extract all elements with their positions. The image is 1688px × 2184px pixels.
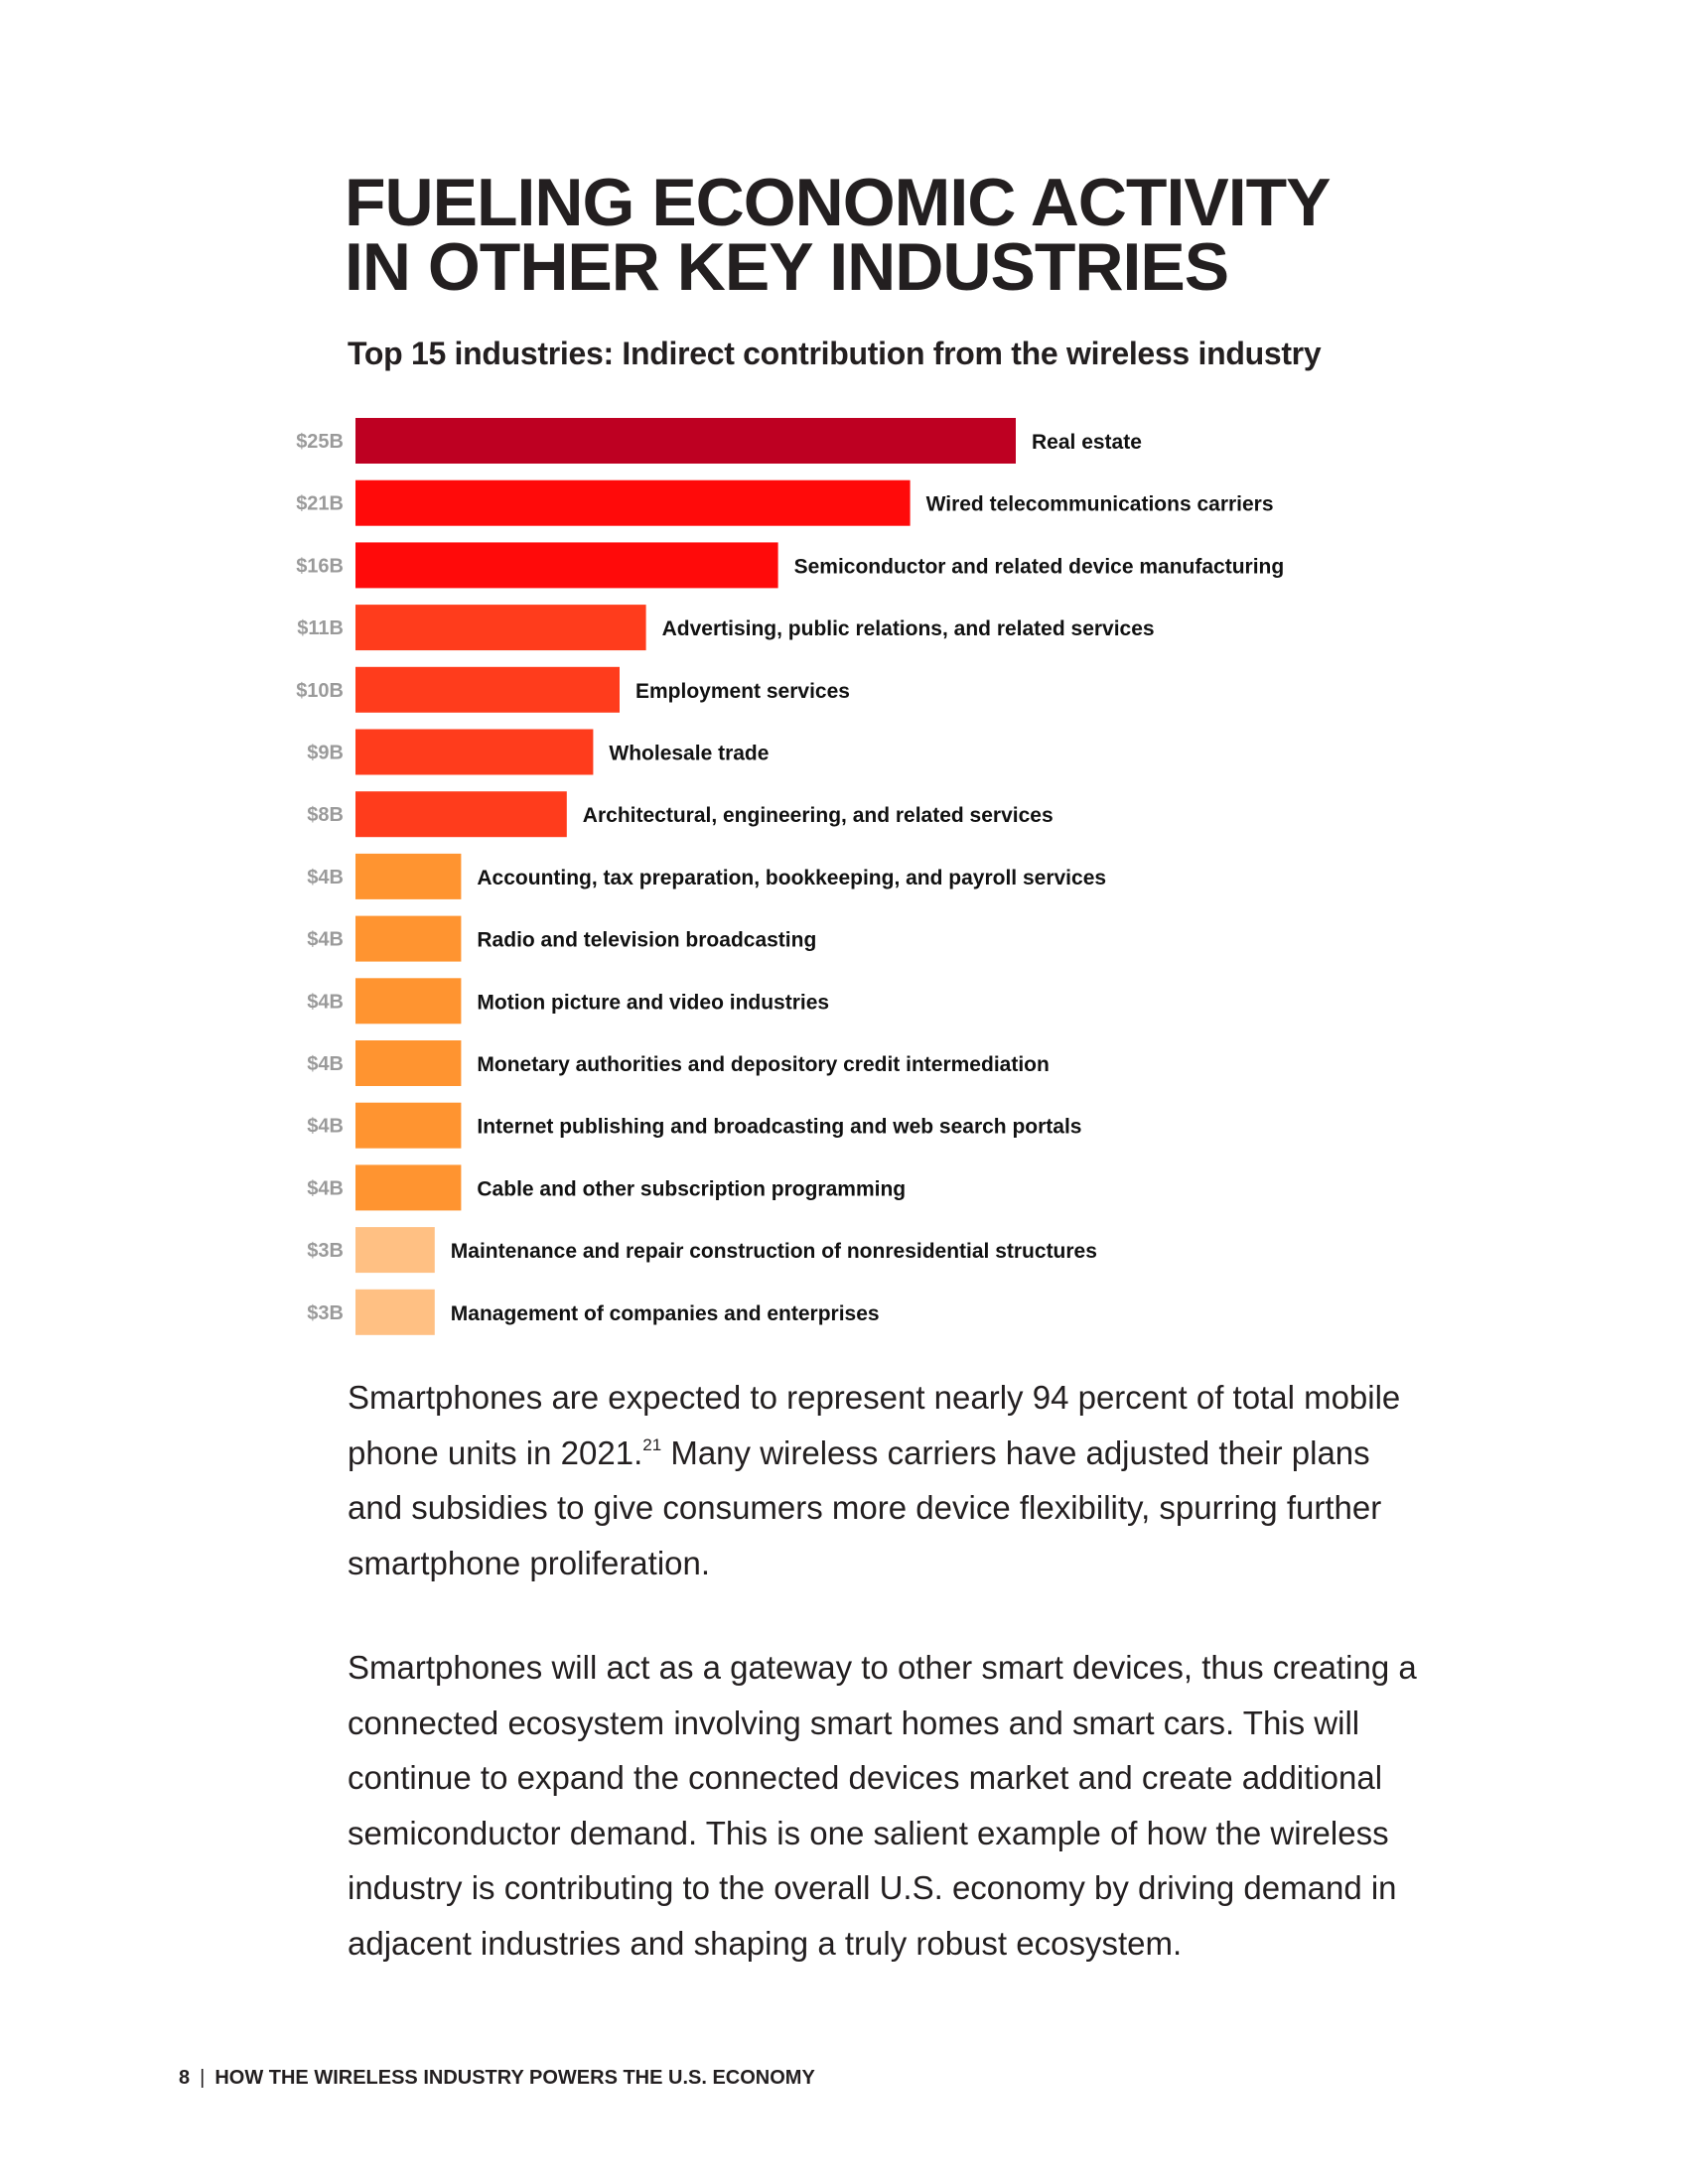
bar-category-label: Architectural, engineering, and related … [583, 804, 1054, 827]
bar-value-label: $4B [307, 1116, 344, 1138]
bar-value-label: $21B [296, 493, 344, 515]
bar-value-label: $4B [307, 929, 344, 951]
bar [355, 605, 646, 651]
headline: FUELING ECONOMIC ACTIVITY IN OTHER KEY I… [345, 165, 1437, 305]
bar-category-label: Real estate [1032, 431, 1142, 454]
bar [355, 853, 462, 899]
headline-line-2: IN OTHER KEY INDUSTRIES [345, 229, 1229, 305]
bar-value-label: $4B [307, 867, 344, 888]
body-paragraph-2: Smartphones will act as a gateway to oth… [348, 1649, 1417, 1962]
bar-value-label: $11B [297, 617, 344, 639]
footer-separator: | [200, 2067, 206, 2089]
paragraph-1-text-a: Smartphones are expected to represent ne… [348, 1379, 1401, 1471]
bar [355, 418, 1016, 464]
chart-title: Top 15 industries: Indirect contribution… [348, 336, 1322, 371]
bar [355, 1164, 462, 1211]
bar [355, 1102, 462, 1149]
bar [355, 915, 462, 962]
bar-category-label: Semiconductor and related device manufac… [794, 555, 1285, 578]
bar [355, 479, 911, 526]
paragraph-1-text-b: Many wireless carriers have adjusted the… [348, 1433, 1382, 1581]
page-footer: 8 | HOW THE WIRELESS INDUSTRY POWERS THE U… [179, 2067, 815, 2090]
bar-category-label: Employment services [635, 680, 850, 703]
bar-category-label: Cable and other subscription programming [477, 1177, 906, 1200]
footnote-reference: 21 [642, 1434, 662, 1454]
bar-chart: $25B Real estate $21B Wired telecommunicati… [296, 418, 1285, 1335]
bar-value-label: $4B [307, 991, 344, 1013]
bar-category-label: Accounting, tax preparation, bookkeeping… [477, 867, 1106, 889]
bar-category-label: Internet publishing and broadcasting and… [477, 1116, 1081, 1139]
bar-value-label: $3B [307, 1240, 344, 1262]
bar-value-label: $4B [307, 1053, 344, 1075]
publication-title: HOW THE WIRELESS INDUSTRY POWERS THE U.S… [214, 2067, 815, 2089]
bar-category-label: Wired telecommunications carriers [926, 493, 1274, 516]
bar [355, 1289, 435, 1335]
bar-value-label: $10B [296, 680, 344, 702]
bar-category-label: Radio and television broadcasting [477, 929, 816, 952]
bar-category-label: Maintenance and repair construction of n… [451, 1240, 1097, 1263]
bar [355, 542, 778, 589]
headline-line-1: FUELING ECONOMIC ACTIVITY [345, 165, 1331, 240]
bar [355, 666, 620, 713]
bar-value-label: $16B [296, 555, 344, 577]
bar [355, 729, 594, 775]
bar [355, 1040, 462, 1086]
bar-value-label: $9B [307, 743, 344, 764]
bar-category-label: Management of companies and enterprises [451, 1302, 880, 1325]
bar-value-label: $4B [307, 1177, 344, 1199]
bar [355, 791, 567, 838]
body-paragraph-1: Smartphones are expected to represent ne… [348, 1370, 1420, 1590]
bar [355, 978, 462, 1024]
bar [355, 1227, 435, 1274]
bar-value-label: $8B [307, 804, 344, 826]
bar-category-label: Advertising, public relations, and relat… [662, 617, 1155, 640]
bar-category-label: Wholesale trade [609, 743, 769, 765]
bar-value-label: $3B [307, 1302, 344, 1324]
bar-category-label: Monetary authorities and depository cred… [477, 1053, 1049, 1076]
bar-category-label: Motion picture and video industries [477, 991, 829, 1014]
bar-value-label: $25B [296, 431, 344, 453]
page-number: 8 [179, 2067, 191, 2089]
